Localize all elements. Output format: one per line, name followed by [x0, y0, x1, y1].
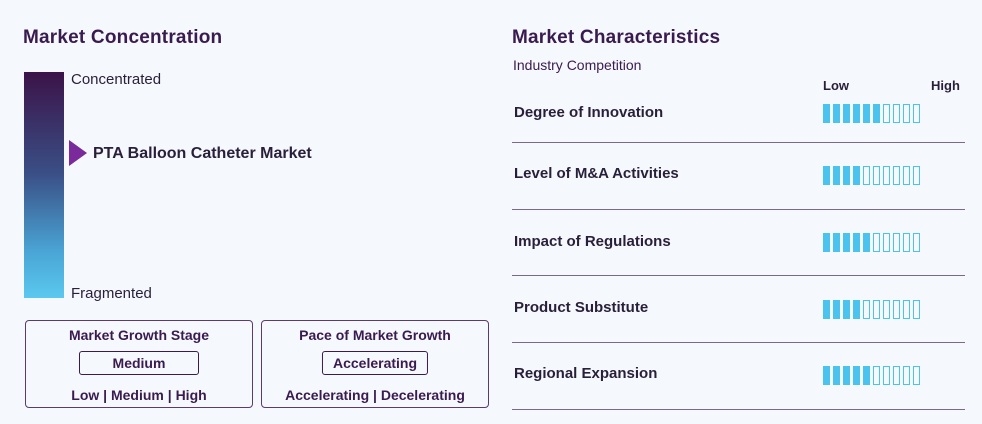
rating-segment-filled	[833, 300, 840, 319]
scale-high-label: High	[931, 78, 960, 93]
row-divider	[512, 275, 965, 276]
rating-segment-filled	[833, 233, 840, 252]
row-divider	[512, 342, 965, 343]
market-characteristics-title: Market Characteristics	[512, 27, 721, 48]
concentrated-label: Concentrated	[71, 71, 162, 88]
rating-segment-empty	[883, 166, 890, 185]
rating-segment-filled	[863, 233, 870, 252]
characteristic-rating	[823, 104, 920, 123]
characteristic-rating	[823, 300, 920, 319]
rating-segment-empty	[913, 300, 920, 319]
rating-segment-empty	[903, 300, 910, 319]
rating-segment-filled	[843, 366, 850, 385]
growth-pace-options: Accelerating | Decelerating	[285, 387, 465, 403]
rating-segment-empty	[873, 300, 880, 319]
rating-segment-filled	[853, 300, 860, 319]
rating-segment-filled	[823, 366, 830, 385]
fragmented-label: Fragmented	[71, 285, 152, 302]
rating-segment-filled	[843, 300, 850, 319]
rating-segment-empty	[913, 104, 920, 123]
characteristic-label: Regional Expansion	[514, 365, 658, 382]
rating-segment-empty	[903, 104, 910, 123]
rating-segment-filled	[833, 366, 840, 385]
rating-segment-filled	[833, 104, 840, 123]
rating-segment-empty	[903, 166, 910, 185]
rating-segment-empty	[863, 166, 870, 185]
rating-segment-filled	[853, 366, 860, 385]
characteristic-label: Level of M&A Activities	[514, 165, 679, 182]
rating-segment-empty	[913, 233, 920, 252]
rating-segment-filled	[843, 104, 850, 123]
rating-segment-filled	[833, 166, 840, 185]
rating-segment-empty	[883, 300, 890, 319]
rating-segment-empty	[873, 233, 880, 252]
growth-pace-value: Accelerating	[321, 351, 429, 375]
characteristic-label: Product Substitute	[514, 299, 649, 316]
characteristic-rating	[823, 233, 920, 252]
rating-segment-empty	[883, 366, 890, 385]
rating-segment-filled	[843, 166, 850, 185]
characteristic-rating	[823, 166, 920, 185]
rating-segment-filled	[823, 300, 830, 319]
scale-low-label: Low	[823, 78, 849, 93]
rating-segment-empty	[873, 166, 880, 185]
pace-of-growth-box: Pace of Market Growth Accelerating Accel…	[261, 320, 489, 408]
market-concentration-title: Market Concentration	[23, 27, 223, 48]
market-position-marker-icon	[69, 140, 87, 166]
characteristic-rating	[823, 366, 920, 385]
market-name-label: PTA Balloon Catheter Market	[93, 145, 312, 162]
rating-segment-filled	[863, 104, 870, 123]
industry-competition-subtitle: Industry Competition	[513, 57, 642, 73]
rating-segment-empty	[903, 233, 910, 252]
rating-segment-empty	[913, 166, 920, 185]
characteristic-label: Impact of Regulations	[514, 233, 671, 250]
rating-segment-filled	[853, 166, 860, 185]
characteristic-label: Degree of Innovation	[514, 104, 664, 121]
rating-segment-filled	[863, 366, 870, 385]
concentration-gradient-bar	[24, 72, 64, 298]
growth-stage-value: Medium	[79, 351, 199, 375]
rating-segment-empty	[893, 366, 900, 385]
rating-segment-empty	[903, 366, 910, 385]
rating-segment-empty	[893, 104, 900, 123]
growth-pace-heading: Pace of Market Growth	[299, 327, 451, 343]
growth-stage-heading: Market Growth Stage	[68, 327, 210, 343]
rating-segment-filled	[853, 233, 860, 252]
growth-stage-options: Low | Medium | High	[71, 387, 207, 403]
market-growth-stage-box: Market Growth Stage Medium Low | Medium …	[25, 320, 253, 408]
rating-segment-empty	[863, 300, 870, 319]
rating-segment-empty	[873, 366, 880, 385]
rating-segment-filled	[853, 104, 860, 123]
rating-segment-empty	[893, 300, 900, 319]
rating-segment-filled	[823, 166, 830, 185]
row-divider	[512, 142, 965, 143]
rating-segment-empty	[883, 233, 890, 252]
rating-segment-filled	[823, 233, 830, 252]
rating-segment-empty	[893, 166, 900, 185]
rating-segment-empty	[893, 233, 900, 252]
row-divider	[512, 409, 965, 410]
rating-segment-filled	[873, 104, 880, 123]
rating-segment-empty	[913, 366, 920, 385]
row-divider	[512, 209, 965, 210]
rating-segment-empty	[883, 104, 890, 123]
rating-segment-filled	[843, 233, 850, 252]
rating-segment-filled	[823, 104, 830, 123]
